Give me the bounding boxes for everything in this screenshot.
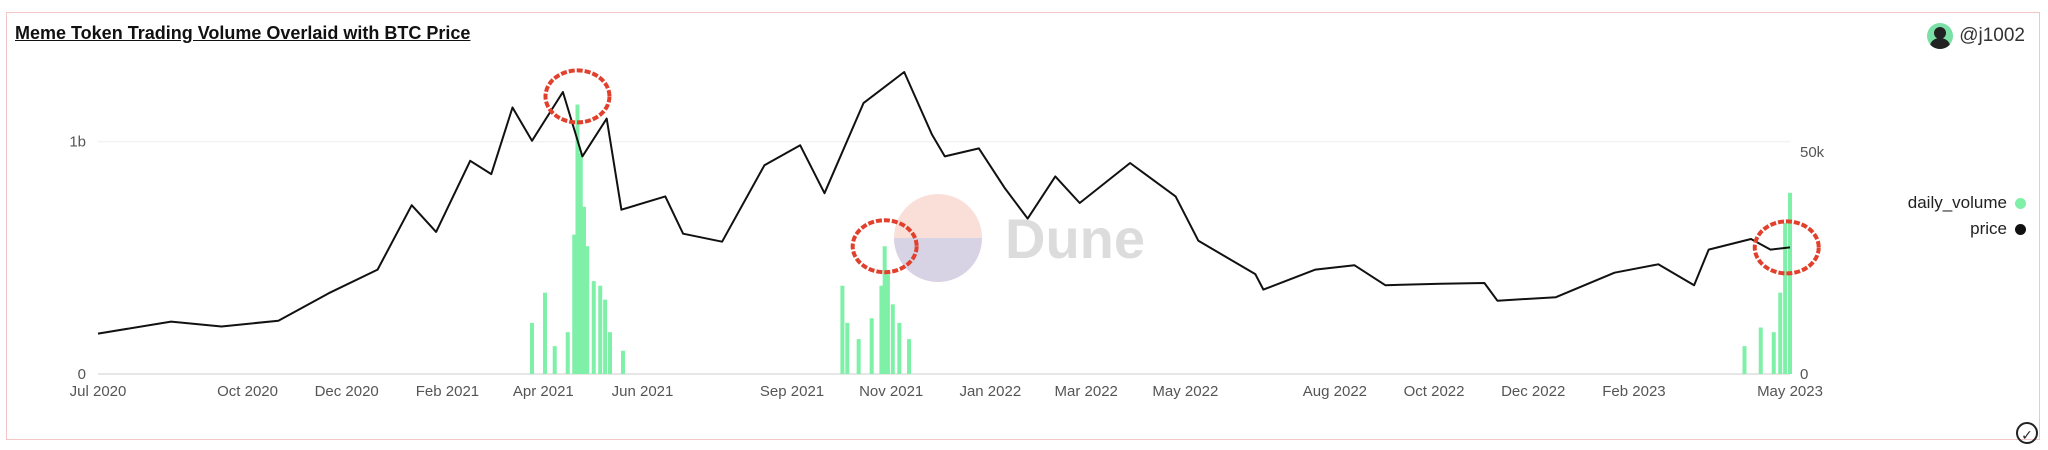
volume-bar bbox=[907, 339, 912, 374]
volume-bar bbox=[585, 246, 590, 374]
volume-bar bbox=[607, 332, 612, 374]
x-tick-label: Feb 2023 bbox=[1602, 383, 1665, 400]
volume-bar bbox=[840, 285, 845, 374]
volume-bar bbox=[882, 246, 887, 374]
volume-bar bbox=[578, 153, 583, 374]
x-tick-label: Mar 2022 bbox=[1055, 383, 1118, 400]
volume-bar bbox=[1771, 332, 1776, 374]
chart-legend: daily_volume price bbox=[1908, 190, 2026, 242]
check-circle-icon[interactable]: ✓ bbox=[2016, 422, 2038, 444]
y-left-tick-label: 1b bbox=[69, 134, 86, 151]
legend-label-daily-volume: daily_volume bbox=[1907, 193, 2007, 212]
x-tick-label: Feb 2021 bbox=[416, 383, 479, 400]
volume-bar bbox=[620, 350, 625, 374]
chart-title[interactable]: Meme Token Trading Volume Overlaid with … bbox=[15, 23, 471, 43]
watermark-logo-half bbox=[894, 238, 982, 282]
x-tick-label: May 2023 bbox=[1757, 383, 1823, 400]
legend-item-daily-volume[interactable]: daily_volume bbox=[1908, 190, 2026, 216]
volume-bar bbox=[575, 104, 580, 375]
legend-label-price: price bbox=[1970, 219, 2007, 238]
volume-bar bbox=[542, 292, 547, 374]
volume-bar bbox=[885, 274, 890, 374]
y-right-tick-label: 0 bbox=[1800, 366, 1808, 383]
volume-bar bbox=[897, 322, 902, 374]
price-line bbox=[97, 71, 1791, 335]
x-tick-label: Dec 2022 bbox=[1501, 383, 1565, 400]
volume-bar bbox=[1742, 346, 1747, 374]
y-left-tick-label: 0 bbox=[78, 366, 86, 383]
volume-bar bbox=[598, 285, 603, 374]
legend-swatch-daily-volume bbox=[2015, 197, 2026, 209]
volume-bar bbox=[572, 234, 577, 374]
volume-bar bbox=[603, 299, 608, 374]
volume-bar bbox=[529, 322, 534, 374]
x-tick-label: Jun 2021 bbox=[612, 383, 674, 400]
volume-bar bbox=[1778, 292, 1783, 374]
x-tick-label: Oct 2022 bbox=[1404, 383, 1465, 400]
author-handle: @j1002 bbox=[1959, 25, 2025, 46]
avatar bbox=[1927, 23, 1954, 49]
x-tick-label: Nov 2021 bbox=[859, 383, 923, 400]
x-tick-label: Aug 2022 bbox=[1303, 383, 1367, 400]
x-tick-label: May 2022 bbox=[1152, 383, 1218, 400]
volume-bar bbox=[1783, 223, 1788, 374]
x-tick-label: Dec 2020 bbox=[315, 383, 379, 400]
y-right-tick-label: 50k bbox=[1800, 144, 1825, 161]
volume-bar bbox=[869, 318, 874, 374]
legend-swatch-price bbox=[2015, 223, 2026, 235]
legend-item-price[interactable]: price bbox=[1908, 216, 2026, 242]
volume-bar bbox=[845, 322, 850, 374]
x-tick-label: Oct 2020 bbox=[217, 383, 278, 400]
x-tick-label: Sep 2021 bbox=[760, 383, 824, 400]
volume-bar bbox=[890, 304, 895, 374]
volume-bar bbox=[879, 285, 884, 374]
highlight-circle bbox=[850, 218, 919, 275]
volume-bar bbox=[591, 281, 596, 374]
x-tick-label: Jan 2022 bbox=[959, 383, 1021, 400]
volume-bar bbox=[1788, 192, 1792, 374]
highlight-circle bbox=[1752, 219, 1821, 276]
author-badge[interactable]: @j1002 bbox=[1927, 23, 2025, 49]
x-tick-label: Apr 2021 bbox=[513, 383, 574, 400]
x-tick-label: Jul 2020 bbox=[70, 383, 127, 400]
chart-card: Meme Token Trading Volume Overlaid with … bbox=[6, 12, 2040, 440]
volume-bar bbox=[552, 346, 557, 374]
volume-bar bbox=[565, 332, 570, 374]
volume-bar bbox=[581, 206, 586, 374]
volume-bar bbox=[1758, 327, 1763, 374]
volume-bar bbox=[856, 339, 861, 374]
highlight-circle bbox=[543, 68, 612, 125]
